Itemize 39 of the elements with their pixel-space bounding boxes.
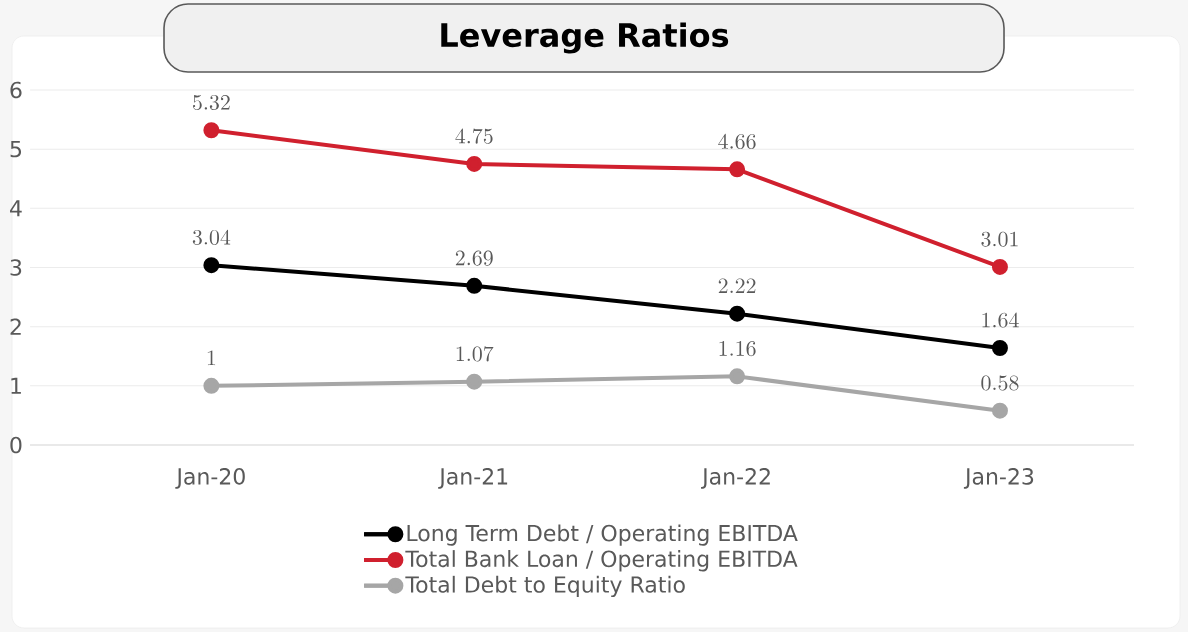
legend-label: Total Debt to Equity Ratio (405, 575, 685, 598)
data-label: 1 (207, 350, 216, 366)
legend-label: Total Bank Loan / Operating EBITDA (405, 550, 798, 572)
data-label: 2.22 (718, 278, 756, 293)
point (203, 122, 220, 139)
data-label: 3.04 (192, 229, 231, 245)
point (991, 402, 1008, 419)
data-label: 1 . 16 (719, 341, 756, 357)
x-tick-label: Jan-23 (963, 468, 1034, 489)
data-label: 4.75 (455, 128, 493, 144)
data-label: 2.69 (455, 250, 493, 266)
data-label: 1 .64 (982, 312, 1019, 328)
data-label: 0.58 (981, 375, 1019, 391)
legend-label: Long Term Debt / Operating EBITDA (407, 524, 798, 546)
y-tick-label: 1 (11, 377, 21, 394)
y-tick-label: 3 (10, 259, 22, 276)
point (729, 368, 746, 385)
chart-title: Leverage Ratios (441, 22, 729, 54)
x-tick-label: Jan-21 (438, 468, 508, 489)
y-tick-label: 4 (10, 200, 22, 217)
data-label: 5.32 (193, 94, 230, 111)
point (466, 373, 483, 390)
point (466, 277, 483, 294)
point (203, 377, 220, 394)
x-tick-label: Jan-22 (701, 468, 770, 489)
point (466, 155, 483, 172)
y-tick-label: 6 (10, 81, 22, 99)
y-tick-label: 5 (10, 141, 22, 158)
y-tick-label: 2 (10, 318, 21, 335)
point (991, 258, 1008, 275)
point (991, 339, 1008, 356)
data-label: 1 .07 (456, 346, 494, 362)
y-tick-label: 0 (10, 436, 22, 454)
data-label: 4.66 (718, 133, 756, 150)
point (729, 305, 746, 322)
point (729, 161, 746, 178)
x-tick-label: Jan-20 (175, 468, 245, 489)
data-label: 3.01 (981, 231, 1018, 247)
point (203, 257, 220, 274)
